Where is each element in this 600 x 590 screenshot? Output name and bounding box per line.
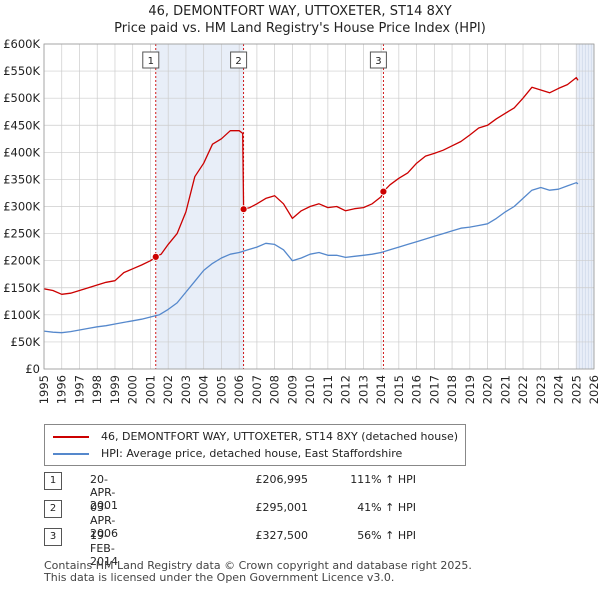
footer-license: This data is licensed under the Open Gov… — [44, 571, 395, 584]
sale-point — [379, 187, 388, 196]
sale-date: 20-APR-2001 — [90, 473, 118, 512]
hpi-series-line — [43, 182, 579, 334]
x-tick-label: 2019 — [463, 375, 477, 404]
sale-hpi-change: 111% ↑ HPI — [350, 473, 416, 486]
y-tick-label: £100K — [3, 308, 40, 322]
x-tick-label: 1999 — [108, 375, 122, 404]
x-tick-label: 2005 — [214, 375, 228, 404]
x-tick-label: 2026 — [587, 375, 600, 404]
sale-price: £327,500 — [255, 529, 309, 542]
x-tick-label: 2021 — [498, 375, 512, 404]
x-tick-label: 2024 — [552, 375, 566, 404]
y-tick-label: £450K — [3, 118, 40, 132]
sale-label-box — [369, 51, 387, 69]
x-tick-label: 2017 — [427, 375, 441, 404]
sale-number-badge: 1 — [44, 472, 62, 490]
plot-frame — [43, 43, 595, 370]
x-tick-label: 2009 — [285, 375, 299, 404]
x-tick-label: 2012 — [339, 375, 353, 404]
x-tick-label: 2023 — [534, 375, 548, 404]
x-tick-label: 1997 — [72, 375, 86, 404]
x-tick-label: 2016 — [410, 375, 424, 404]
chart-legend: 46, DEMONTFORT WAY, UTTOXETER, ST14 8XY … — [44, 424, 466, 466]
x-tick-label: 2015 — [392, 375, 406, 404]
x-tick-label: 1998 — [90, 375, 104, 404]
x-tick-label: 2018 — [445, 375, 459, 404]
sale-point — [239, 205, 248, 214]
sale-label-text: 2 — [235, 56, 241, 67]
y-tick-label: £0 — [25, 362, 40, 376]
sale-label-text: 3 — [375, 56, 381, 67]
y-tick-label: £250K — [3, 227, 40, 241]
legend-swatch-property — [53, 435, 89, 438]
legend-label-hpi: HPI: Average price, detached house, East… — [101, 447, 403, 460]
sale-label-box — [142, 51, 160, 69]
x-tick-label: 2007 — [250, 375, 264, 404]
x-tick-label: 2006 — [232, 375, 246, 404]
x-tick-label: 2010 — [303, 375, 317, 404]
sale-label-text: 1 — [148, 56, 154, 67]
x-tick-label: 2011 — [321, 375, 335, 404]
sale-point — [151, 252, 160, 261]
sale-label-box — [230, 51, 248, 69]
sale-date: 19-FEB-2014 — [90, 529, 118, 568]
sale-number-badge: 3 — [44, 528, 62, 546]
sale-price: £206,995 — [255, 473, 309, 486]
x-tick-label: 2014 — [374, 375, 388, 404]
y-tick-label: £400K — [3, 145, 40, 159]
x-tick-label: 2000 — [126, 375, 140, 404]
chart-title-address: 46, DEMONTFORT WAY, UTTOXETER, ST14 8XY — [148, 4, 452, 19]
x-tick-label: 2020 — [481, 375, 495, 404]
property-series-line — [43, 76, 579, 295]
sale-hpi-change: 56% ↑ HPI — [357, 529, 416, 542]
y-tick-label: £200K — [3, 254, 40, 268]
sale-date: 03-APR-2006 — [90, 501, 118, 540]
x-tick-label: 2001 — [143, 375, 157, 404]
legend-label-property: 46, DEMONTFORT WAY, UTTOXETER, ST14 8XY … — [101, 430, 459, 443]
legend-item-property: 46, DEMONTFORT WAY, UTTOXETER, ST14 8XY … — [53, 430, 458, 443]
x-tick-label: 2002 — [161, 375, 175, 404]
x-tick-label: 2008 — [268, 375, 282, 404]
x-tick-label: 2003 — [179, 375, 193, 404]
y-tick-label: £350K — [3, 172, 40, 186]
x-tick-label: 2004 — [197, 375, 211, 404]
y-tick-label: £600K — [3, 37, 40, 51]
legend-item-hpi: HPI: Average price, detached house, East… — [53, 447, 402, 460]
sale-price: £295,001 — [255, 501, 309, 514]
x-tick-label: 1995 — [37, 375, 51, 404]
y-tick-label: £500K — [3, 91, 40, 105]
chart-subtitle: Price paid vs. HM Land Registry's House … — [114, 21, 486, 36]
price-chart: 1 2 3 £0 £50K £100K £150K £200K £250K £300K £350K £… — [3, 37, 600, 404]
x-tick-label: 2013 — [356, 375, 370, 404]
footer-copyright: Contains HM Land Registry data © Crown c… — [44, 559, 472, 572]
legend-swatch-hpi — [53, 452, 89, 455]
sale-number-badge: 2 — [44, 500, 62, 518]
x-tick-label: 2025 — [569, 375, 583, 404]
y-tick-label: £550K — [3, 64, 40, 78]
y-tick-label: £150K — [3, 281, 40, 295]
x-tick-label: 2022 — [516, 375, 530, 404]
sale-hpi-change: 41% ↑ HPI — [357, 501, 416, 514]
x-tick-label: 1996 — [55, 375, 69, 404]
y-tick-label: £300K — [3, 200, 40, 214]
y-tick-label: £50K — [11, 335, 41, 349]
